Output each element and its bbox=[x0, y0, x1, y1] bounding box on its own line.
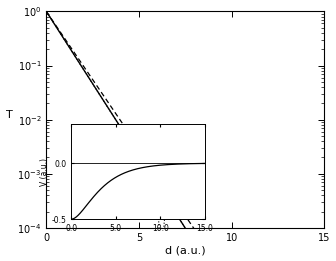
X-axis label: d (a.u.): d (a.u.) bbox=[165, 245, 206, 256]
Y-axis label: T: T bbox=[6, 110, 12, 120]
